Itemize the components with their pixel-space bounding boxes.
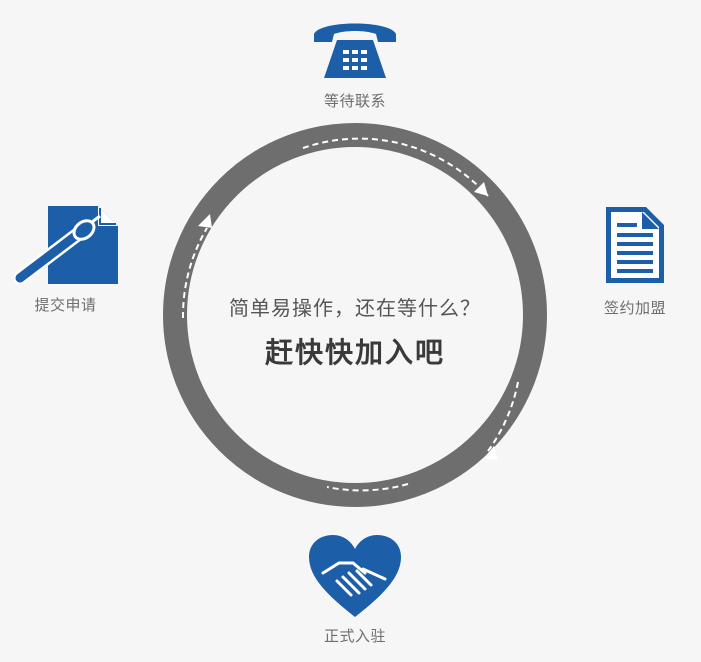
step-label-official-entry: 正式入驻 — [323, 627, 386, 645]
document-icon — [606, 207, 664, 283]
step-submit-application: 提交申请 — [8, 204, 123, 315]
step-label-waiting-contact: 等待联系 — [323, 92, 386, 110]
handshake-heart-icon — [309, 535, 401, 617]
ring-arrowheads — [198, 182, 498, 460]
arrowhead-left — [198, 214, 212, 228]
step-waiting-contact: 等待联系 — [300, 14, 410, 111]
step-official-entry: 正式入驻 — [300, 533, 410, 646]
arc-top-right — [302, 137, 489, 197]
arc-left-top — [181, 227, 208, 319]
center-subtitle: 简单易操作，还在等什么？ — [229, 296, 481, 320]
arrowhead-bottom — [484, 446, 498, 460]
arc-right-bottom — [487, 381, 519, 452]
telephone-icon — [314, 23, 396, 78]
ring-circle — [163, 123, 547, 507]
arc-bottom-left — [326, 483, 409, 492]
pen-application-icon — [13, 206, 118, 284]
step-label-sign-join: 签约加盟 — [603, 299, 666, 317]
arrowhead-right — [474, 182, 488, 196]
center-message: 简单易操作，还在等什么？ 赶快快加入吧 — [180, 292, 530, 371]
step-label-submit-application: 提交申请 — [34, 296, 97, 314]
step-sign-join: 签约加盟 — [590, 205, 680, 318]
center-call-to-action: 赶快快加入吧 — [264, 336, 445, 369]
ring-dashed-arcs — [181, 137, 519, 492]
